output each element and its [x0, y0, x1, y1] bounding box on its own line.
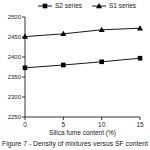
series-marker [22, 34, 28, 39]
x-tick-label: 15 [136, 121, 144, 128]
x-axis [25, 117, 140, 118]
x-axis-label: Silica fume content (%) [49, 129, 116, 137]
x-tick-label: 10 [98, 121, 106, 128]
series-marker [61, 63, 66, 68]
legend-label: S2 series [55, 2, 83, 9]
series-marker [60, 31, 66, 36]
plot-area [22, 25, 143, 70]
y-tick-label: 2350 [8, 74, 22, 80]
y-tick [22, 117, 25, 118]
x-tick-label: 0 [23, 121, 27, 128]
series-marker [23, 66, 28, 71]
x-tick [101, 117, 102, 120]
y-tick-label: 2250 [8, 114, 22, 120]
chart: 2250 2300 2350 2400 2450 2500 0 5 10 15 S2 series S… [0, 0, 150, 150]
y-tick [22, 77, 25, 78]
series-marker [138, 56, 143, 61]
y-tick-label: 2400 [8, 54, 22, 60]
series-line [25, 28, 140, 36]
title: Figure 7 - Density of mixtures versus SF… [2, 140, 148, 148]
y-tick-label: 2500 [8, 14, 22, 20]
series-line [25, 58, 140, 68]
x-tick [63, 117, 64, 120]
x-tick-label: 5 [62, 121, 66, 128]
legend-marker [96, 3, 102, 8]
series-marker [137, 25, 143, 30]
y-tick [22, 57, 25, 58]
y-tick-label: 2300 [8, 94, 22, 100]
y-tick-label: 2450 [8, 34, 22, 40]
y-tick [22, 17, 25, 18]
legend-label: S1 series [109, 2, 137, 9]
y-tick [22, 97, 25, 98]
series-marker [99, 60, 104, 65]
x-tick [25, 117, 26, 120]
legend-marker [43, 4, 48, 9]
x-tick [140, 117, 141, 120]
series-marker [99, 27, 105, 32]
